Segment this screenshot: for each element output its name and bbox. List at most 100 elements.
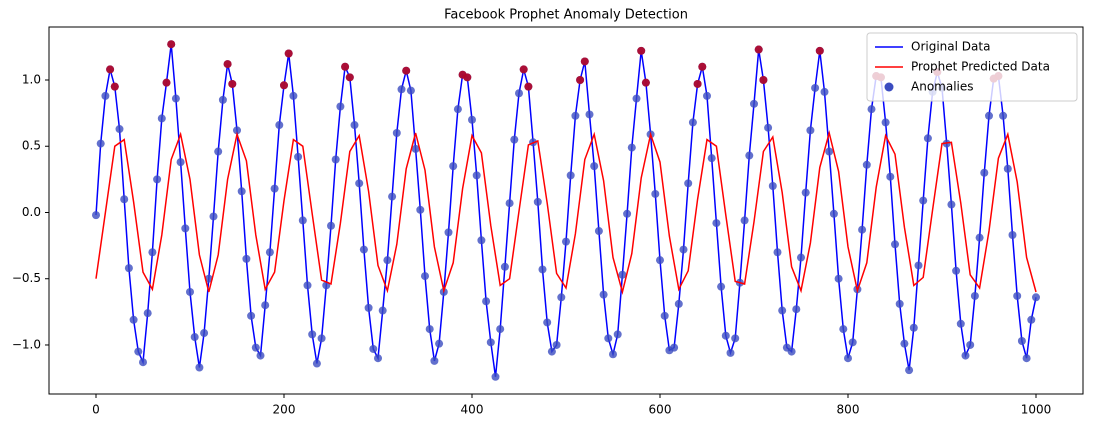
anomaly-point bbox=[580, 57, 589, 66]
data-point bbox=[975, 233, 984, 242]
anomaly-point bbox=[284, 49, 293, 58]
data-point bbox=[312, 359, 321, 368]
data-point bbox=[740, 216, 749, 225]
data-point bbox=[218, 95, 227, 104]
data-point bbox=[139, 358, 147, 367]
data-point bbox=[1008, 231, 1017, 240]
data-point bbox=[660, 311, 669, 320]
data-point bbox=[181, 224, 190, 233]
data-point bbox=[844, 354, 852, 363]
data-point bbox=[745, 151, 754, 160]
data-point bbox=[923, 134, 932, 143]
data-point bbox=[468, 115, 476, 124]
anomaly-point bbox=[280, 81, 288, 90]
data-point bbox=[134, 347, 143, 356]
data-point bbox=[862, 160, 871, 169]
anomaly-point bbox=[162, 78, 171, 87]
data-point bbox=[115, 125, 124, 134]
data-point bbox=[961, 351, 970, 360]
data-point bbox=[674, 299, 683, 308]
data-point bbox=[801, 188, 810, 197]
data-point bbox=[294, 152, 303, 161]
data-point bbox=[421, 272, 429, 281]
x-tick-label: 800 bbox=[837, 403, 860, 417]
legend-label: Prophet Predicted Data bbox=[911, 60, 1050, 74]
data-point bbox=[726, 348, 735, 357]
data-point bbox=[435, 339, 444, 348]
anomaly-point bbox=[402, 66, 411, 75]
data-point bbox=[171, 94, 180, 103]
anomaly-point bbox=[641, 78, 650, 87]
data-point bbox=[609, 350, 617, 359]
data-point bbox=[825, 147, 834, 156]
anomaly-point bbox=[223, 60, 232, 69]
data-point bbox=[265, 248, 274, 257]
data-point bbox=[1032, 293, 1040, 302]
data-point bbox=[233, 126, 241, 135]
data-point bbox=[364, 303, 373, 312]
data-point bbox=[317, 334, 326, 343]
data-point bbox=[383, 256, 392, 265]
data-point bbox=[256, 351, 265, 360]
data-point bbox=[914, 261, 923, 270]
plot-frame bbox=[48, 26, 1084, 395]
data-point bbox=[477, 236, 486, 245]
data-point bbox=[153, 175, 162, 184]
data-point bbox=[101, 91, 110, 100]
data-point bbox=[157, 114, 166, 123]
data-point bbox=[186, 287, 194, 296]
data-point bbox=[557, 293, 566, 302]
legend-label: Anomalies bbox=[911, 80, 974, 94]
data-point bbox=[270, 184, 279, 193]
data-point bbox=[985, 111, 993, 120]
data-point bbox=[359, 245, 368, 254]
anomaly-point bbox=[754, 45, 763, 54]
data-point bbox=[571, 111, 580, 120]
legend-marker bbox=[884, 82, 894, 92]
data-point bbox=[505, 199, 514, 208]
data-point bbox=[1027, 315, 1036, 324]
anomaly-point bbox=[228, 79, 237, 88]
data-point bbox=[820, 87, 829, 96]
data-point bbox=[298, 216, 307, 225]
data-point bbox=[449, 162, 458, 171]
data-point bbox=[632, 94, 641, 103]
data-point bbox=[1022, 354, 1031, 363]
data-point bbox=[721, 331, 730, 340]
data-point bbox=[966, 340, 975, 349]
data-point bbox=[190, 333, 199, 342]
chart-title: Facebook Prophet Anomaly Detection bbox=[444, 8, 688, 23]
y-tick-label: 1.0 bbox=[22, 72, 41, 86]
data-point bbox=[444, 228, 453, 237]
data-point bbox=[712, 219, 721, 228]
data-point bbox=[289, 91, 298, 100]
data-point bbox=[670, 343, 679, 352]
data-point bbox=[176, 158, 185, 167]
anomaly-point bbox=[637, 46, 646, 55]
anomaly-point bbox=[815, 46, 824, 55]
data-point bbox=[811, 83, 820, 92]
data-point bbox=[148, 248, 157, 257]
data-point bbox=[491, 372, 500, 381]
data-point bbox=[806, 126, 815, 135]
data-point bbox=[251, 343, 260, 352]
data-point bbox=[392, 128, 401, 137]
data-point bbox=[209, 212, 218, 221]
x-tick-label: 600 bbox=[649, 403, 672, 417]
y-tick-label: −0.5 bbox=[12, 271, 41, 285]
data-point bbox=[900, 339, 909, 348]
anomaly-point bbox=[463, 73, 472, 82]
anomaly-point bbox=[524, 82, 533, 91]
data-point bbox=[627, 143, 636, 152]
data-point bbox=[472, 171, 481, 180]
data-point bbox=[355, 179, 364, 188]
data-point bbox=[96, 139, 105, 148]
data-point bbox=[1003, 164, 1012, 173]
data-point bbox=[369, 344, 378, 353]
data-point bbox=[496, 325, 505, 334]
data-point bbox=[195, 363, 204, 372]
data-point bbox=[778, 306, 787, 315]
x-tick-label: 200 bbox=[273, 403, 296, 417]
data-point bbox=[684, 179, 693, 188]
anomaly-point bbox=[106, 65, 115, 74]
